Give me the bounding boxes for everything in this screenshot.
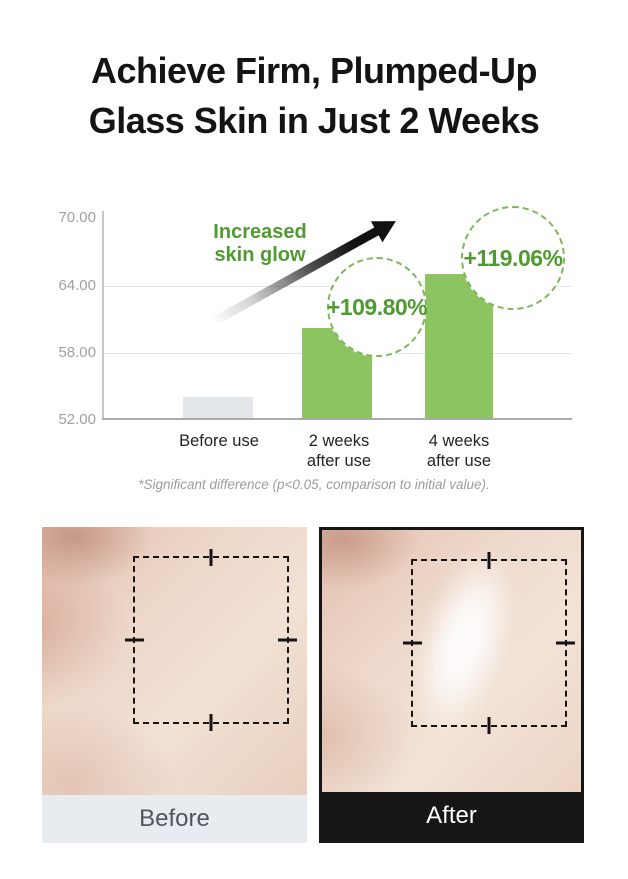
measurement-area-marker [125, 549, 297, 731]
crosshair-tick-right [278, 638, 297, 642]
x-label-4-weeks-line-2: after use [426, 452, 492, 470]
crosshair-tick-left [403, 641, 422, 645]
y-axis-tick-58: 58.00 [58, 344, 96, 361]
x-label-before-use-line-1: Before use [179, 432, 259, 450]
measurement-area-marker [403, 552, 575, 734]
bar-before-use [183, 397, 253, 419]
x-label-4-weeks-line-1: 4 weeks [428, 432, 490, 450]
percent-badge-2-weeks-value: +109.80% [326, 293, 428, 320]
before-label: Before [42, 795, 307, 843]
after-skin-photo [322, 530, 581, 792]
crosshair-tick-right [556, 641, 575, 645]
crosshair-tick-bottom [209, 714, 213, 731]
before-skin-photo [42, 527, 307, 795]
y-axis-tick-70: 70.00 [58, 209, 96, 226]
percent-badge-2-weeks: +109.80% [326, 257, 428, 357]
x-label-2-weeks-line-2: after use [306, 452, 372, 470]
page-title-line-1: Achieve Firm, Plumped-Up [90, 50, 538, 91]
x-label-2-weeks: 2 weeks after use [277, 431, 401, 471]
percent-badge-4-weeks-value: +119.06% [463, 244, 563, 271]
after-label: After [322, 792, 581, 840]
crosshair-tick-top [487, 552, 491, 569]
increased-skin-glow-label: Increased skin glow [175, 221, 345, 267]
significance-footnote: *Significant difference (p<0.05, compari… [138, 477, 490, 492]
page-title-line-2: Glass Skin in Just 2 Weeks [88, 100, 540, 141]
percent-badge-4-weeks: +119.06% [461, 206, 565, 310]
crosshair-tick-bottom [487, 717, 491, 734]
annotation-line-2: skin glow [214, 244, 306, 266]
before-photo-panel: Before [42, 527, 307, 843]
y-axis-line [102, 211, 104, 420]
x-label-before-use: Before use [157, 431, 281, 451]
x-label-2-weeks-line-1: 2 weeks [308, 432, 370, 450]
crosshair-tick-top [209, 549, 213, 566]
page-title: Achieve Firm, Plumped-Up Glass Skin in J… [0, 46, 628, 146]
after-photo-panel: After [319, 527, 584, 843]
crosshair-tick-left [125, 638, 144, 642]
annotation-line-1: Increased [213, 221, 307, 243]
x-label-4-weeks: 4 weeks after use [397, 431, 521, 471]
y-axis-tick-64: 64.00 [58, 277, 96, 294]
y-axis-tick-52: 52.00 [58, 411, 96, 428]
x-axis-baseline [102, 418, 572, 420]
